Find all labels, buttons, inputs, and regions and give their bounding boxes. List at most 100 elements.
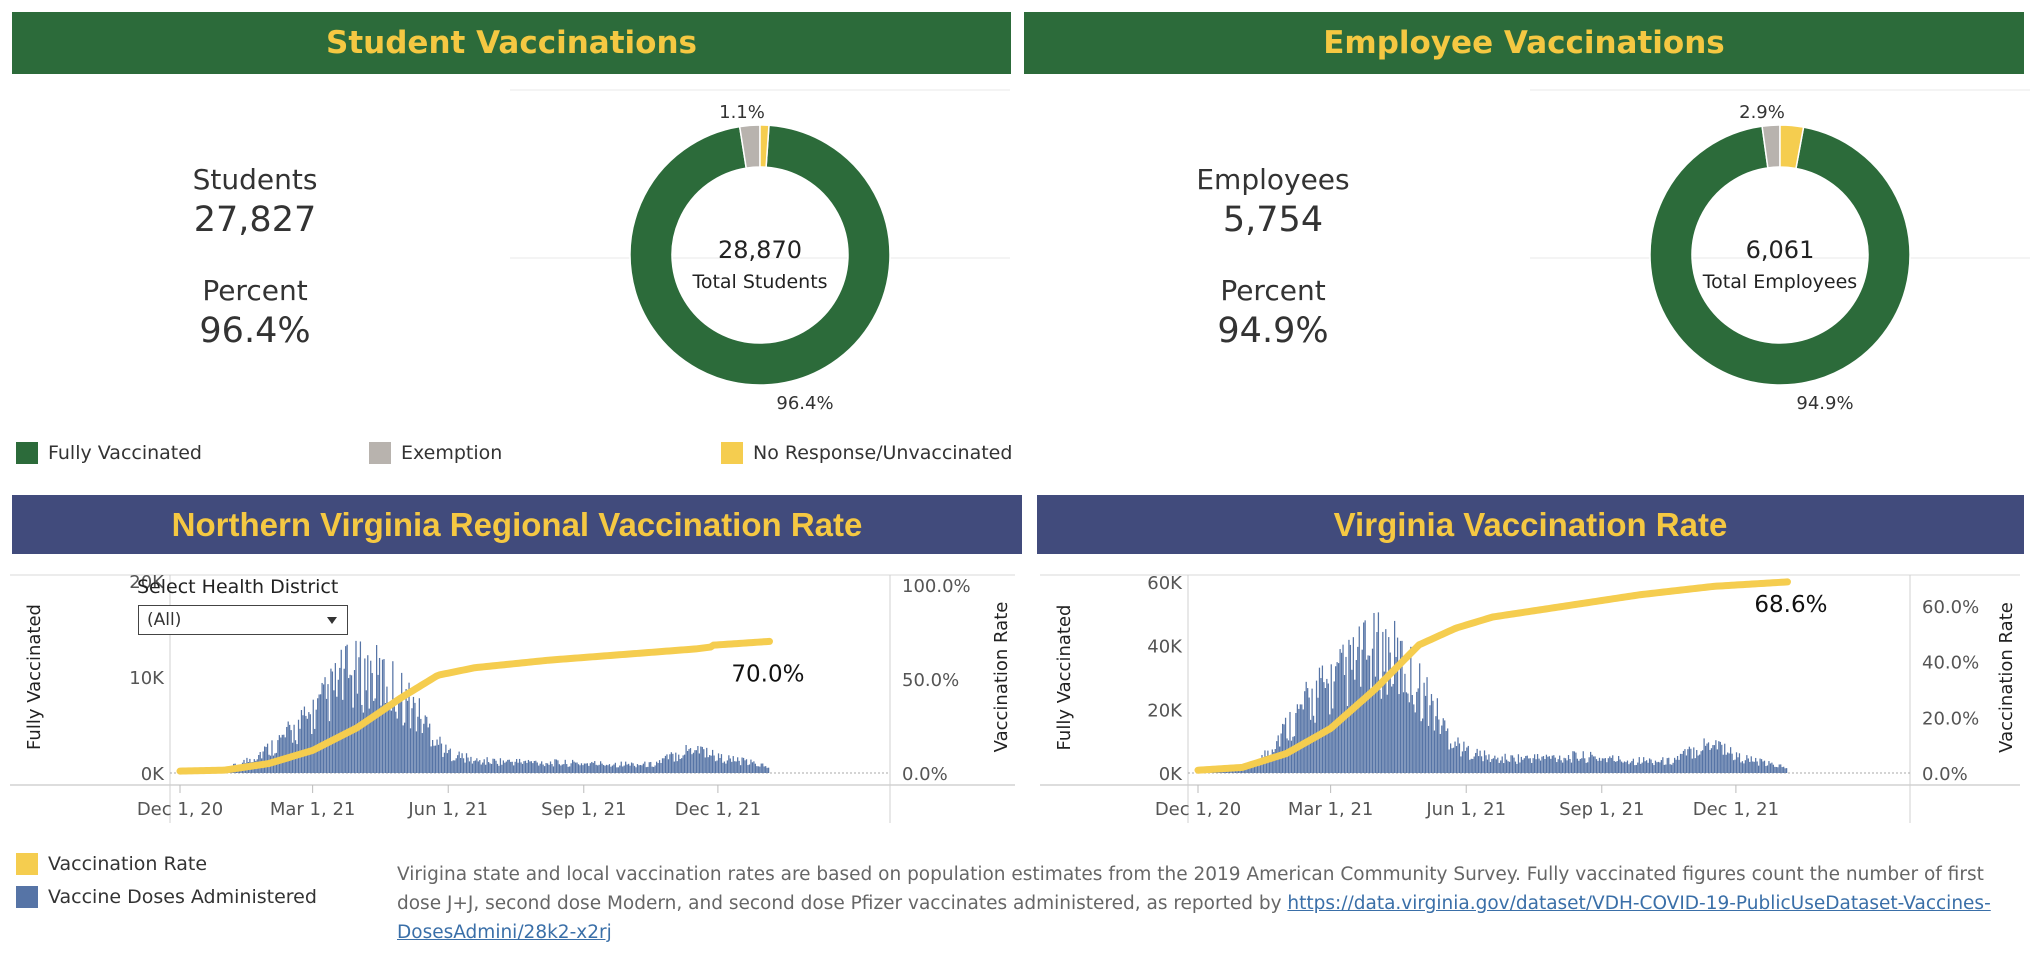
- dose-bar: [1482, 761, 1484, 773]
- dose-bar: [1625, 762, 1627, 773]
- dose-bar: [555, 759, 558, 773]
- dose-bar: [726, 760, 728, 773]
- students-count-label: Students: [192, 163, 318, 196]
- dose-bar: [748, 764, 751, 773]
- dose-bar: [437, 744, 440, 773]
- dose-bar: [698, 753, 700, 773]
- fully-vaccinated-swatch: [16, 442, 38, 464]
- dose-bar: [1687, 749, 1689, 773]
- dose-bar: [355, 640, 357, 773]
- y-tick-label: 0K: [1159, 764, 1183, 785]
- rate-end-label: 70.0%: [731, 661, 804, 687]
- dose-bar: [386, 686, 388, 773]
- employees-percent-value: 94.9%: [1217, 311, 1329, 351]
- dose-bar: [1491, 759, 1493, 773]
- dose-bar: [1606, 762, 1608, 773]
- dose-bar: [417, 716, 419, 773]
- students-percent-label: Percent: [202, 274, 308, 307]
- legend-no-response[interactable]: No Response/Unvaccinated: [721, 442, 1012, 464]
- dose-bar: [762, 763, 764, 773]
- dose-bar: [362, 712, 364, 773]
- dose-bar: [1771, 762, 1773, 773]
- dose-bar: [1450, 743, 1452, 773]
- dose-bar: [1563, 757, 1565, 773]
- dose-bar: [1647, 762, 1649, 773]
- dose-bar: [684, 754, 686, 773]
- y2-tick-label: 20.0%: [1922, 708, 1979, 729]
- dose-bar: [1348, 639, 1350, 773]
- dose-bar: [1578, 760, 1580, 773]
- y-axis-title: Fully Vaccinated: [24, 604, 45, 750]
- dose-bar: [1342, 644, 1344, 773]
- dose-bar: [751, 762, 754, 773]
- dose-bar: [518, 758, 521, 773]
- dose-bar: [768, 767, 770, 773]
- dose-bar: [1575, 752, 1577, 773]
- dose-bar: [377, 674, 379, 773]
- y2-tick-label: 60.0%: [1922, 597, 1979, 618]
- dose-bar: [574, 762, 577, 773]
- y-tick-label: 40K: [1147, 637, 1183, 658]
- dose-bar: [1542, 756, 1545, 773]
- dose-bar: [669, 754, 671, 773]
- dose-bar: [1252, 762, 1254, 773]
- dose-bar: [353, 670, 356, 773]
- dose-bar: [359, 641, 362, 773]
- dose-bar: [1634, 765, 1636, 773]
- dose-bar: [567, 766, 569, 773]
- dose-bar: [1508, 761, 1511, 773]
- legend-exemption[interactable]: Exemption: [369, 442, 502, 464]
- dose-bar: [532, 763, 534, 773]
- donut-bottom-label: 94.9%: [1796, 393, 1853, 414]
- dose-bar: [1728, 753, 1730, 773]
- dose-bar: [1777, 767, 1779, 773]
- dose-bar: [1360, 686, 1362, 773]
- dose-bar: [763, 766, 765, 773]
- dose-bar: [1769, 763, 1772, 773]
- dose-bar: [602, 765, 605, 773]
- dose-bar: [356, 693, 359, 773]
- dose-bar: [473, 761, 475, 773]
- dose-bar: [1217, 772, 1219, 773]
- dose-bar: [1255, 766, 1257, 773]
- dose-bar: [1668, 757, 1670, 773]
- dose-bar: [558, 764, 560, 773]
- dose-bar: [1346, 706, 1349, 773]
- dose-bar: [1444, 720, 1446, 773]
- dose-bar: [1414, 712, 1416, 773]
- dose-bar: [1340, 652, 1343, 773]
- donut-top-label: 2.9%: [1739, 102, 1785, 123]
- dose-bar: [1715, 740, 1717, 773]
- y-tick-label: 0K: [141, 764, 165, 785]
- dose-bar: [1656, 762, 1658, 773]
- legend-fully-vaccinated[interactable]: Fully Vaccinated: [16, 442, 202, 464]
- dose-bar: [305, 715, 307, 773]
- dose-bar: [1696, 750, 1698, 773]
- student-vaccinations-title: Student Vaccinations: [12, 12, 1011, 74]
- dose-bar: [412, 696, 415, 773]
- dose-bar: [1784, 768, 1786, 773]
- donut-slice-no-response-unvaccinated: [1779, 124, 1805, 170]
- legend-doses-administered[interactable]: Vaccine Doses Administered: [16, 886, 317, 908]
- dose-bar: [1702, 750, 1704, 773]
- dose-bar: [1371, 648, 1374, 773]
- dose-bar: [1339, 649, 1341, 773]
- dose-bar: [1419, 663, 1421, 773]
- dose-bar: [579, 765, 581, 773]
- dose-bar: [346, 644, 348, 773]
- employee-vaccinations-title: Employee Vaccinations: [1024, 12, 2024, 74]
- dose-bar: [331, 671, 334, 773]
- dose-bar: [1293, 736, 1296, 773]
- dose-bar: [1709, 749, 1711, 773]
- dose-bar: [1227, 770, 1229, 773]
- dose-bar: [1725, 754, 1727, 773]
- dose-bar: [642, 763, 644, 773]
- dose-bar: [479, 760, 481, 773]
- data-source-link[interactable]: https://data.virginia.gov/dataset/VDH-CO…: [397, 893, 1991, 943]
- dose-bar: [666, 754, 668, 773]
- legend-vaccination-rate[interactable]: Vaccination Rate: [16, 853, 207, 875]
- dose-bar: [1308, 697, 1310, 773]
- dose-bar: [563, 764, 565, 773]
- health-district-select[interactable]: (All): [138, 605, 348, 635]
- dose-bar: [1722, 754, 1724, 773]
